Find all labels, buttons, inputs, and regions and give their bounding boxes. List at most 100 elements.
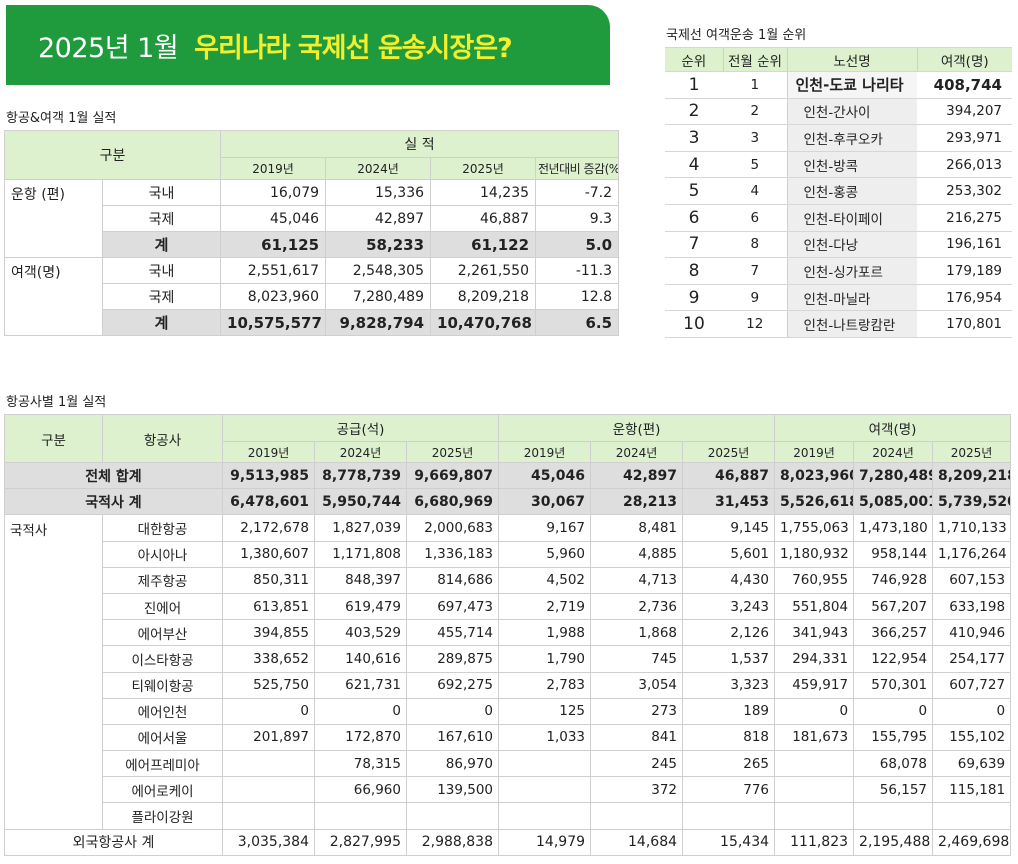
airlines-cell: 621,731 <box>314 671 407 699</box>
airlines-cell: 3,054 <box>590 671 684 699</box>
airlines-cell: 9,167 <box>498 514 592 542</box>
ranking-route: 인천-방콕 <box>786 150 917 179</box>
airlines-cell: 2,736 <box>590 592 684 621</box>
summary-row-label: 국제 <box>101 205 222 232</box>
airline-name: 에어부산 <box>102 619 223 647</box>
ranking-rank: 5 <box>665 177 723 205</box>
summary-cell: 10,575,577 <box>220 309 327 336</box>
airlines-cell: 745 <box>590 645 684 673</box>
summary-cell: 9,828,794 <box>325 309 432 336</box>
airlines-cell: 28,213 <box>590 488 684 516</box>
airlines-cell: 46,887 <box>682 461 776 490</box>
airlines-cell: 6,680,969 <box>405 488 500 516</box>
summary-title: 항공&여객 1월 실적 <box>6 111 117 126</box>
summary-row-label: 국내 <box>101 257 222 284</box>
ranking-rank: 6 <box>665 203 723 232</box>
airlines-cell: 394,855 <box>222 619 315 647</box>
airlines-cell: 0 <box>853 697 934 725</box>
airlines-cell: 0 <box>314 697 407 725</box>
ranking-route: 인천-후쿠오카 <box>786 124 917 152</box>
airlines-cell: 42,897 <box>590 461 684 490</box>
airlines-header-year: 2024년 <box>314 441 407 463</box>
summary-cell: 5.0 <box>535 231 620 258</box>
banner-date: 2025년 1월 <box>38 32 179 64</box>
airlines-cell: 56,157 <box>853 776 934 804</box>
airlines-header-year: 2019년 <box>774 441 855 463</box>
airlines-cell: 366,257 <box>853 619 934 647</box>
airlines-cell: 0 <box>222 697 315 725</box>
summary-cell: 58,233 <box>325 231 432 258</box>
summary-header-year: 2025년 <box>430 157 537 180</box>
ranking-prev-rank: 3 <box>723 124 787 152</box>
airlines-summary-row: 전체 합계 9,513,985 8,778,739 9,669,807 45,046 42… <box>4 461 1012 490</box>
table-row: 국제 45,046 42,897 46,887 9.3 <box>5 205 620 232</box>
ranking-passengers: 176,954 <box>917 283 1012 312</box>
airlines-cell <box>222 750 315 778</box>
airline-name: 플라이강원 <box>102 802 223 830</box>
ranking-route: 인천-마닐라 <box>786 283 917 312</box>
airlines-summary-row: 국적사 계 6,478,601 5,950,744 6,680,969 30,067 28… <box>4 488 1012 516</box>
airlines-header-year: 2025년 <box>405 441 500 463</box>
airlines-cell: 958,144 <box>853 540 934 568</box>
airline-row: 에어로케이 66,960 139,500 372 776 56,157 115,181 <box>5 776 1012 804</box>
ranking-rank: 1 <box>665 71 723 99</box>
airlines-cell: 14,979 <box>498 828 592 856</box>
summary-group-label: 운항 (편) <box>4 179 103 258</box>
airlines-cell: 760,955 <box>774 566 855 594</box>
airlines-cell: 5,950,744 <box>314 488 407 516</box>
airlines-cell <box>498 776 592 804</box>
ranking-prev-rank: 4 <box>723 177 787 205</box>
airlines-cell: 841 <box>590 723 684 752</box>
ranking-passengers: 179,189 <box>917 257 1012 285</box>
ranking-row: 7 8 인천-다낭 196,161 <box>665 230 1012 259</box>
banner-headline: 우리나라 국제선 운송시장은? <box>194 32 513 64</box>
airlines-group-label: 국적사 <box>4 514 103 830</box>
airline-row: 플라이강원 <box>5 802 1012 830</box>
summary-cell: 45,046 <box>220 205 327 232</box>
airlines-cell: 0 <box>774 697 855 725</box>
airlines-cell: 338,652 <box>222 645 315 673</box>
airlines-cell: 3,243 <box>682 592 776 621</box>
airline-row: 제주항공 850,311 848,397 814,686 4,502 4,713 4,430… <box>5 566 1012 594</box>
airlines-cell: 1,473,180 <box>853 514 934 542</box>
airlines-cell: 6,478,601 <box>222 488 315 516</box>
summary-cell: -11.3 <box>535 257 620 284</box>
summary-cell: 2,551,617 <box>220 257 327 284</box>
airlines-cell: 66,960 <box>314 776 407 804</box>
airline-name: 진에어 <box>102 592 223 621</box>
ranking-row: 3 3 인천-후쿠오카 293,971 <box>665 124 1012 152</box>
airline-row: 아시아나 1,380,607 1,171,808 1,336,183 5,960 4,88… <box>5 540 1012 568</box>
airlines-cell: 181,673 <box>774 723 855 752</box>
ranking-row: 6 6 인천-타이페이 216,275 <box>665 203 1012 232</box>
airlines-cell <box>498 802 592 830</box>
airlines-cell: 5,085,001 <box>853 488 934 516</box>
summary-cell: 12.8 <box>535 283 620 310</box>
airlines-cell: 1,176,264 <box>932 540 1012 568</box>
ranking-rank: 2 <box>665 97 723 126</box>
airline-name: 에어서울 <box>102 723 223 752</box>
airlines-cell: 45,046 <box>498 461 592 490</box>
airlines-table: 구분 항공사 공급(석) 운항(편) 여객(명) 2019년 2024년 2025년… <box>4 414 1012 856</box>
airlines-cell: 633,198 <box>932 592 1012 621</box>
ranking-prev-rank: 8 <box>723 230 787 259</box>
airlines-cell: 2,827,995 <box>314 828 407 856</box>
airlines-header-year: 2025년 <box>682 441 776 463</box>
airlines-header-year: 2024년 <box>590 441 684 463</box>
airline-row: 에어프레미아 78,315 86,970 245 265 68,078 69,639 <box>5 750 1012 778</box>
airlines-cell: 7,280,489 <box>853 461 934 490</box>
airlines-cell: 15,434 <box>682 828 776 856</box>
ranking-header: 노선명 <box>786 47 917 72</box>
airlines-cell: 155,102 <box>932 723 1012 752</box>
airlines-cell: 68,078 <box>853 750 934 778</box>
airlines-cell: 254,177 <box>932 645 1012 673</box>
airline-row: 진에어 613,851 619,479 697,473 2,719 2,736 3,243 5… <box>5 592 1012 621</box>
airlines-header-airline: 항공사 <box>102 414 223 463</box>
airlines-cell <box>498 750 592 778</box>
summary-row-label: 국내 <box>101 179 222 206</box>
airlines-cell: 86,970 <box>405 750 500 778</box>
summary-table: 구분 실 적 2019년 2024년 2025년 전년대비 증감(%) 운항 (… <box>3 130 620 336</box>
airlines-cell <box>590 802 684 830</box>
airlines-cell: 2,719 <box>498 592 592 621</box>
airlines-cell <box>682 802 776 830</box>
airlines-cell <box>774 750 855 778</box>
